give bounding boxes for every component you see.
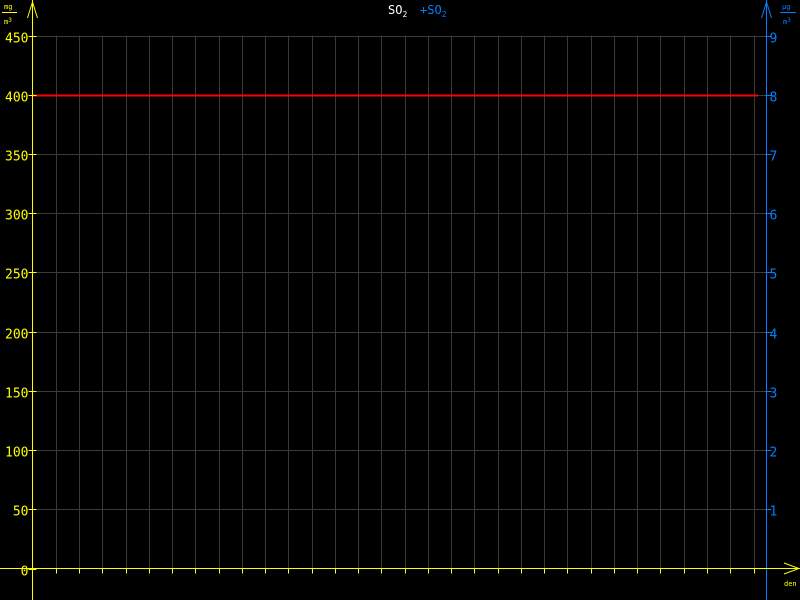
y-left-arrow — [27, 0, 38, 19]
y-right-arrow — [761, 0, 772, 19]
left-unit-den: m3 — [4, 17, 12, 26]
x-axis-label: den — [784, 580, 797, 588]
y-right-tick-label: 8 — [770, 91, 778, 106]
y-right-tick-label: 4 — [770, 328, 778, 343]
y-left-tick-label: 300 — [5, 209, 28, 224]
y-right-tick-label: 1 — [770, 505, 778, 520]
y-left-tick-label: 0 — [21, 565, 29, 580]
y-left-tick-label: 450 — [5, 32, 28, 47]
grid — [32, 35, 767, 569]
title-so2: SO2 — [388, 3, 407, 19]
x-axis-arrow — [783, 562, 800, 575]
y-right-tick-label: 6 — [770, 209, 778, 224]
y-left-tick-label: 250 — [5, 268, 28, 283]
left-unit-num: mg — [4, 3, 12, 11]
y-left-tick-label: 350 — [5, 150, 28, 165]
y-left-tick-label: 400 — [5, 91, 28, 106]
labels: 0 50 100 150 200 250 300 350 400 450 1 2 3 4 5 6 7 8 9 — [5, 32, 777, 580]
y-left-tick-label: 200 — [5, 328, 28, 343]
y-left-tick-label: 50 — [13, 505, 29, 520]
right-unit-num: µg — [782, 3, 790, 11]
y-left-tick-label: 100 — [5, 446, 28, 461]
y-left-tick-label: 150 — [5, 387, 28, 402]
y-right-tick-label: 3 — [770, 387, 778, 402]
y-right-tick-label: 5 — [770, 268, 778, 283]
y-right-tick-label: 2 — [770, 446, 778, 461]
title-plus-so2: +SO2 — [420, 3, 447, 19]
right-unit-den: m3 — [783, 17, 791, 26]
y-right-tick-label: 7 — [770, 150, 778, 165]
y-right-tick-label: 9 — [770, 32, 778, 47]
